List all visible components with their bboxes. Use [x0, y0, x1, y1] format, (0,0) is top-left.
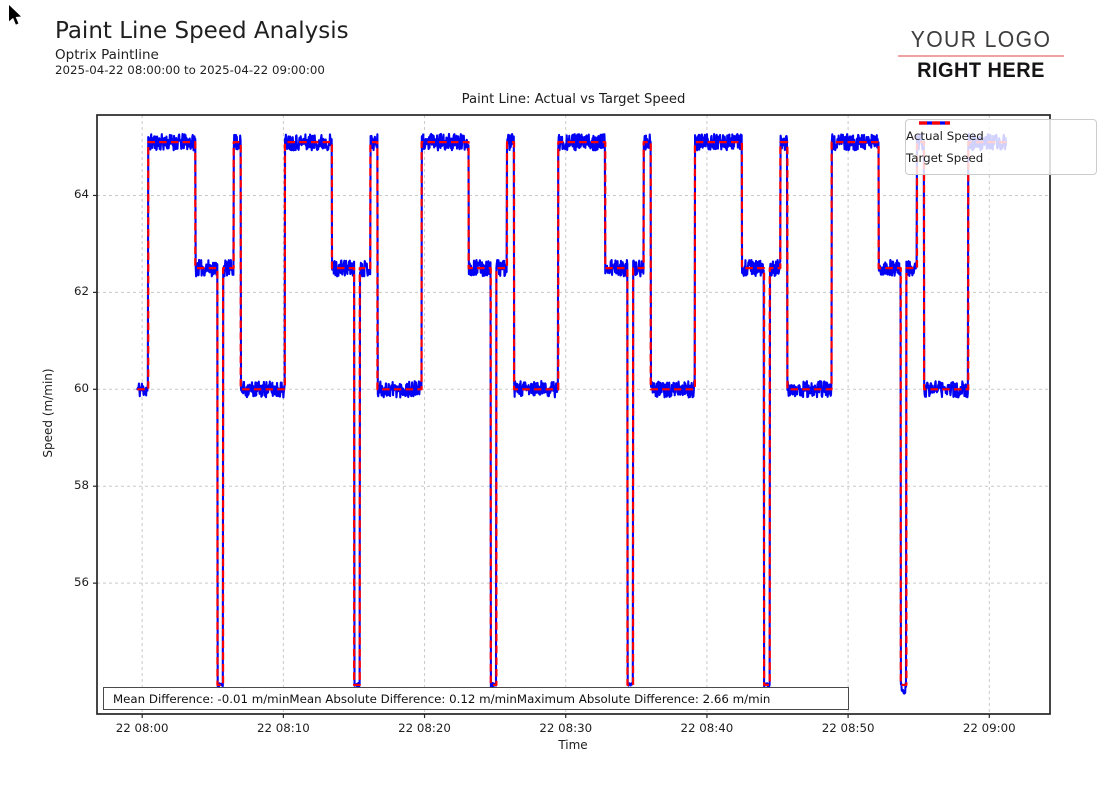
- x-tick-label: 22 08:10: [256, 721, 310, 735]
- x-tick-label: 22 08:40: [680, 721, 734, 735]
- chart-title: Paint Line: Actual vs Target Speed: [461, 92, 686, 107]
- y-axis-label: Speed (m/min): [41, 368, 55, 458]
- legend-label-actual: Actual Speed: [906, 129, 984, 143]
- x-tick-label: 22 08:50: [821, 721, 875, 735]
- logo-text-bottom: RIGHT HERE: [917, 58, 1045, 82]
- report-date-range: 2025-04-22 08:00:00 to 2025-04-22 09:00:…: [55, 63, 325, 77]
- x-tick-label: 22 09:00: [962, 721, 1016, 735]
- x-axis-label: Time: [558, 738, 588, 752]
- report-title: Paint Line Speed Analysis: [55, 18, 349, 44]
- x-tick-label: 22 08:30: [539, 721, 593, 735]
- logo-placeholder: YOUR LOGO RIGHT HERE: [898, 26, 1064, 83]
- y-tick-label: 62: [73, 284, 89, 299]
- report-subtitle: Optrix Paintline: [55, 47, 159, 63]
- legend-entry-target: Target Speed: [906, 121, 1096, 168]
- y-tick-label: 58: [73, 478, 89, 493]
- logo-underline: [898, 55, 1064, 57]
- y-tick-label: 60: [73, 381, 89, 396]
- legend-entry-actual: Actual Speed: [906, 121, 1096, 146]
- legend-label-target: Target Speed: [906, 151, 984, 165]
- difference-stats-box: Mean Difference: -0.01 m/minMean Absolut…: [103, 687, 849, 710]
- y-tick-label: 64: [73, 187, 89, 202]
- target-speed-line-swatch: [919, 121, 950, 125]
- logo-text-top: YOUR LOGO: [910, 26, 1052, 52]
- x-tick-label: 22 08:00: [115, 721, 169, 735]
- mouse-cursor-icon: [9, 5, 21, 25]
- legend: Actual Speed Target Speed: [905, 119, 1097, 175]
- x-tick-label: 22 08:20: [398, 721, 451, 735]
- y-tick-label: 56: [73, 575, 89, 590]
